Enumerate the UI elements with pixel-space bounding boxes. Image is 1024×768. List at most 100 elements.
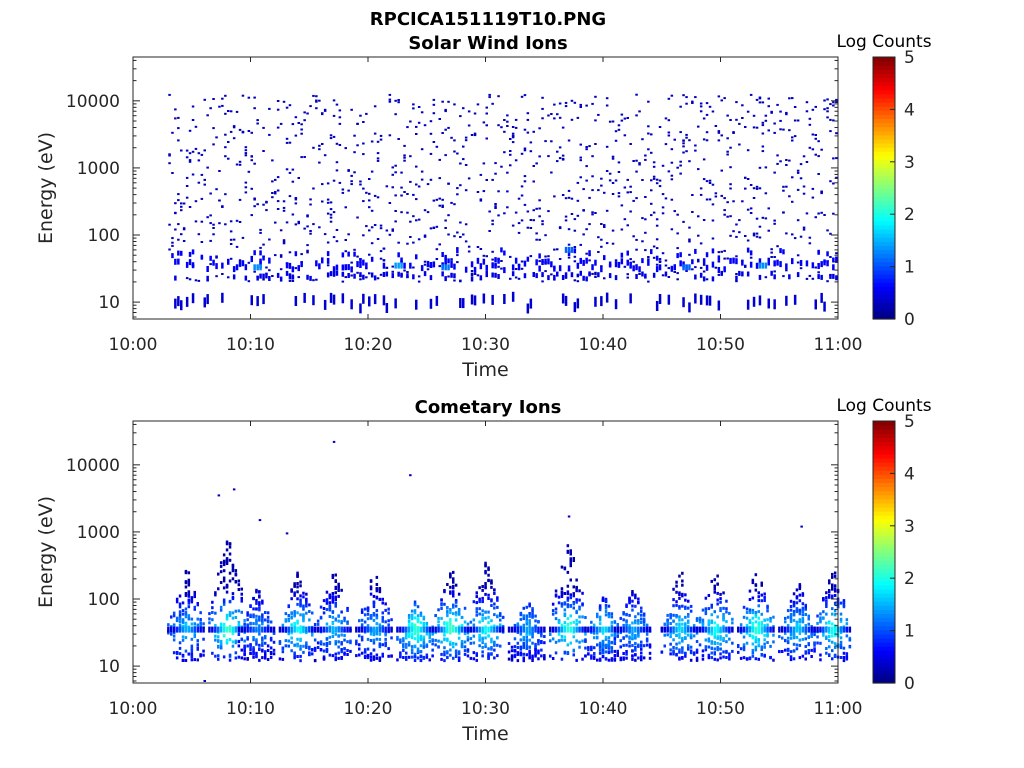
heatmap-cell — [658, 126, 662, 128]
heatmap-cell — [366, 606, 370, 610]
heatmap-cell — [387, 619, 390, 623]
heatmap-cell — [402, 643, 405, 647]
heatmap-cell — [191, 119, 195, 121]
heatmap-cell — [453, 203, 456, 206]
heatmap-cell — [697, 260, 700, 263]
heatmap-cell — [434, 643, 437, 647]
heatmap-cell — [591, 211, 594, 214]
heatmap-cell — [642, 656, 646, 660]
heatmap-cell — [375, 637, 379, 641]
heatmap-cell — [190, 617, 194, 621]
heatmap-cell — [697, 259, 700, 262]
heatmap-cell — [831, 585, 834, 589]
heatmap-cell — [839, 656, 843, 659]
heatmap-cell — [722, 615, 725, 619]
heatmap-cell — [828, 579, 831, 583]
heatmap-cell — [178, 623, 182, 627]
heatmap-cell — [237, 644, 241, 648]
heatmap-cell — [335, 161, 339, 164]
colorbar-swatch — [873, 613, 895, 619]
heatmap-cell — [407, 641, 411, 645]
heatmap-cell — [566, 603, 570, 607]
heatmap-cell — [366, 624, 370, 628]
heatmap-cell — [446, 610, 449, 614]
heatmap-cell — [558, 258, 562, 260]
heatmap-cell — [366, 612, 370, 616]
heatmap-cell — [328, 626, 332, 633]
heatmap-cell — [761, 262, 765, 269]
heatmap-cell — [509, 277, 512, 280]
heatmap-cell — [817, 155, 820, 158]
heatmap-cell — [507, 642, 511, 645]
heatmap-cell — [541, 280, 544, 283]
colorbar-swatch — [873, 85, 895, 91]
heatmap-cell — [444, 128, 447, 131]
heatmap-cell — [444, 108, 447, 111]
heatmap-cell — [452, 612, 455, 616]
heatmap-cell — [444, 254, 447, 260]
heatmap-cell — [563, 612, 567, 616]
heatmap-cell — [379, 257, 383, 260]
heatmap-cell — [403, 159, 406, 162]
y-tick-label: 10 — [98, 293, 120, 313]
heatmap-cell — [403, 154, 406, 157]
heatmap-cell — [642, 612, 646, 616]
heatmap-cell — [534, 642, 537, 646]
heatmap-cell — [337, 651, 340, 655]
heatmap-cell — [478, 644, 481, 648]
heatmap-cell — [269, 626, 273, 633]
colorbar-swatch — [873, 605, 895, 610]
heatmap-cell — [460, 623, 464, 627]
heatmap-cell — [391, 273, 394, 279]
heatmap-cell — [293, 654, 296, 658]
heatmap-cell — [832, 182, 835, 185]
heatmap-cell — [566, 623, 570, 627]
heatmap-cell — [758, 258, 762, 265]
heatmap-cell — [566, 590, 570, 594]
heatmap-cell — [826, 229, 829, 232]
heatmap-cell — [625, 650, 628, 653]
heatmap-cell — [334, 626, 337, 633]
heatmap-cell — [514, 118, 518, 121]
heatmap-cell — [611, 193, 615, 195]
heatmap-cell — [297, 220, 300, 223]
heatmap-cell — [726, 114, 729, 117]
heatmap-cell — [569, 641, 572, 645]
heatmap-cell — [763, 624, 766, 628]
heatmap-cell — [496, 596, 499, 600]
heatmap-cell — [741, 200, 744, 203]
heatmap-cell — [459, 184, 462, 187]
heatmap-cell — [181, 609, 185, 613]
heatmap-cell — [362, 274, 365, 280]
heatmap-cell — [410, 636, 414, 640]
heatmap-cell — [172, 626, 176, 633]
heatmap-cell — [322, 642, 326, 646]
heatmap-cell — [454, 626, 458, 633]
heatmap-cell — [538, 207, 541, 210]
heatmap-cell — [832, 273, 835, 279]
solar-wind-heatmap — [168, 93, 838, 314]
heatmap-cell — [588, 250, 591, 256]
heatmap-cell — [785, 113, 788, 116]
heatmap-cell — [689, 626, 693, 633]
heatmap-cell — [526, 131, 530, 134]
heatmap-cell — [188, 160, 192, 163]
heatmap-cell — [807, 622, 810, 626]
heatmap-cell — [820, 190, 823, 193]
heatmap-cell — [772, 658, 775, 662]
heatmap-cell — [604, 606, 608, 610]
heatmap-cell — [644, 218, 647, 221]
heatmap-cell — [528, 624, 531, 628]
heatmap-cell — [792, 612, 796, 616]
heatmap-cell — [793, 294, 797, 305]
heatmap-cell — [833, 589, 837, 593]
heatmap-cell — [313, 626, 317, 633]
heatmap-cell — [353, 151, 356, 154]
colorbar-swatch — [873, 188, 895, 193]
heatmap-cell — [246, 636, 249, 639]
heatmap-cell — [268, 238, 271, 241]
heatmap-cell — [754, 588, 758, 592]
heatmap-cell — [531, 626, 534, 633]
y-tick-label: 10000 — [66, 92, 120, 112]
heatmap-cell — [382, 262, 386, 269]
